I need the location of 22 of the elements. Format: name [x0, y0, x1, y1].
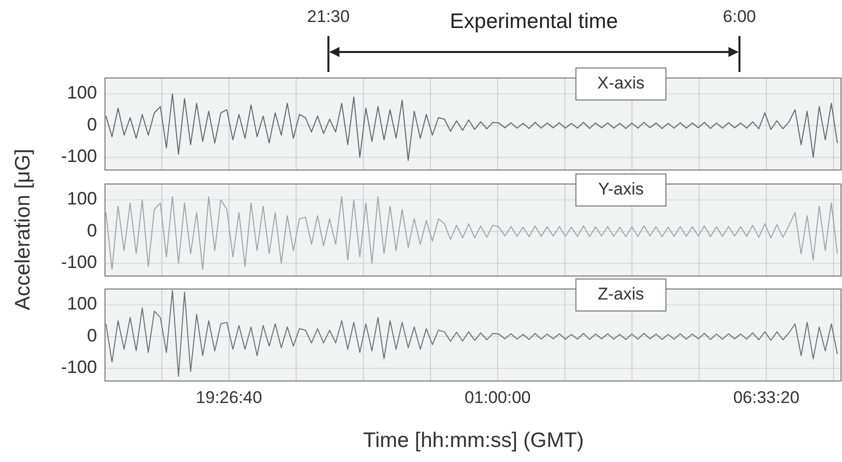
text: Experimental time [450, 10, 618, 33]
x-tick-label: 06:33:20 [733, 388, 800, 407]
line-series [105, 196, 838, 270]
y-tick-label: -100 [60, 146, 97, 166]
y-axis-title: Acceleration [μG] [12, 148, 35, 310]
chart-title: X-axis [597, 73, 645, 92]
chart-title: Z-axis [598, 284, 644, 304]
y-tick-label: 100 [66, 294, 97, 314]
y-tick-label: -100 [60, 357, 97, 378]
y-tick-label: 0 [86, 325, 97, 346]
y-tick-label: 100 [66, 82, 97, 103]
annotation: 6:00 [722, 7, 756, 26]
y-tick-label: 0 [86, 220, 97, 240]
line-series [105, 93, 838, 161]
y-tick-label: 0 [86, 114, 97, 134]
annotation: 21:30 [307, 7, 350, 26]
y-tick-label: 100 [66, 188, 97, 209]
x-tick-label: 01:00:00 [464, 388, 531, 407]
x-axis-title: Time [hh:mm:ss] (GMT) [363, 429, 584, 452]
y-tick-label: -100 [60, 252, 97, 272]
chart-title: Y-axis [598, 179, 644, 198]
x-tick-label: 19:26:40 [196, 388, 262, 407]
